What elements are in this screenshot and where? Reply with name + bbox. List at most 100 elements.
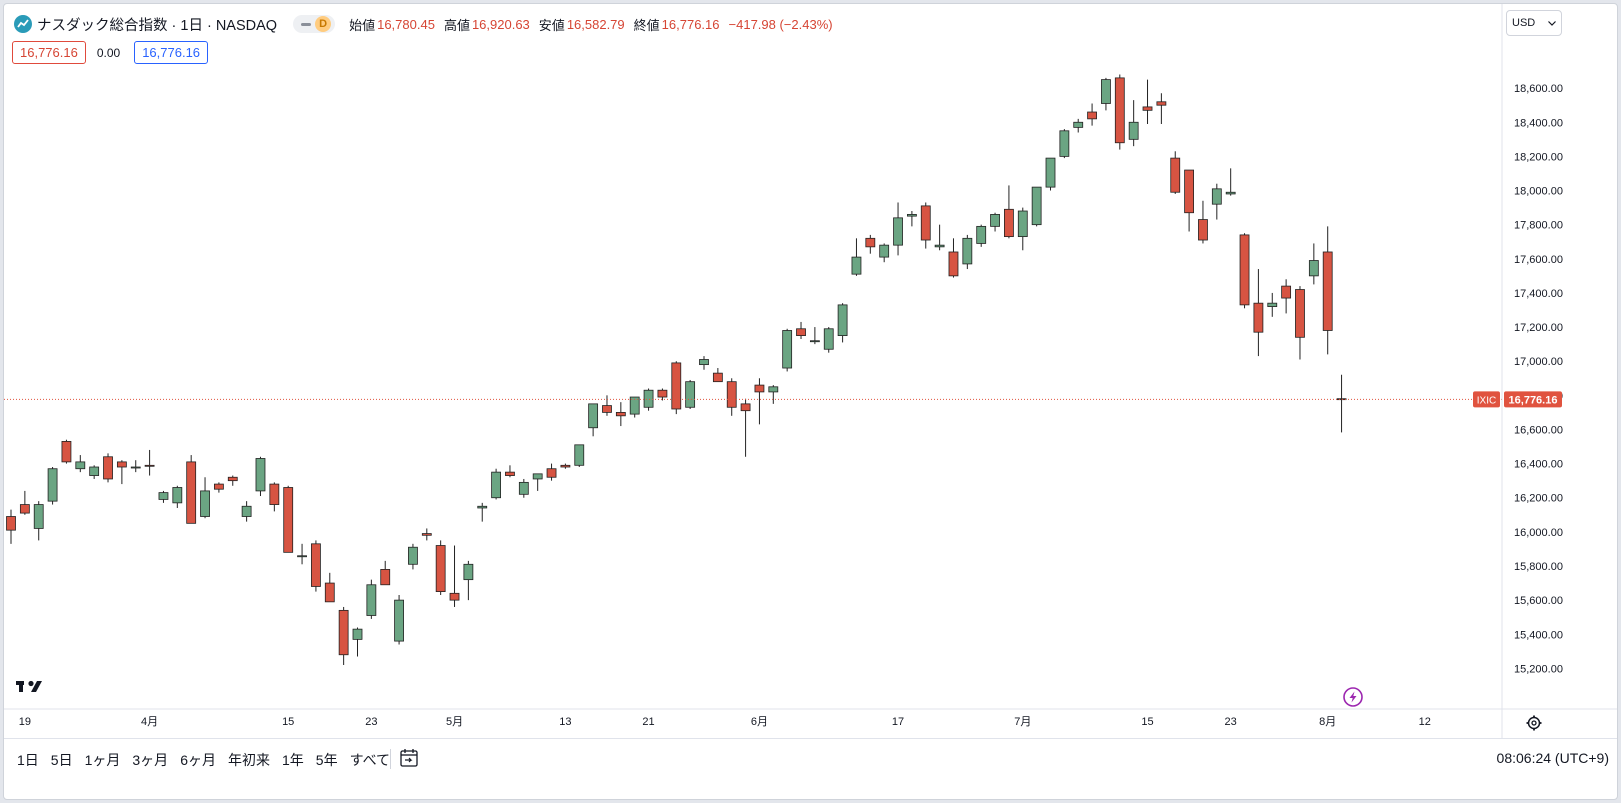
candle (269, 482, 280, 512)
clock-timezone[interactable]: 08:06:24 (UTC+9) (1496, 750, 1609, 766)
symbol-title[interactable]: ナスダック総合指数 · 1日 · NASDAQ (37, 17, 278, 34)
price-axis[interactable]: 15,200.00 15,400.00 15,600.00 15,800.00 16,0… (1514, 83, 1563, 675)
candle-body (657, 389, 668, 398)
candle-body (449, 592, 460, 601)
candle (380, 560, 391, 586)
candle-body (491, 471, 502, 499)
candle-body (1184, 169, 1194, 214)
visibility-toggle[interactable]: D (293, 15, 336, 33)
candle (75, 455, 86, 473)
candle-body (1308, 260, 1319, 277)
y-tick-label: 16,000.00 (1514, 527, 1563, 539)
candle-body (948, 251, 959, 277)
calendar-goto-icon[interactable] (398, 747, 420, 769)
x-tick-label: 19 (19, 716, 31, 728)
candle (893, 202, 903, 256)
candles-layer (6, 74, 1347, 665)
close-value: 16,776.16 (661, 16, 720, 32)
candle (1087, 103, 1097, 126)
range-1y-button[interactable]: 1年 (281, 752, 304, 768)
candle (768, 385, 779, 404)
candle-body (213, 483, 224, 490)
candle-body (907, 214, 917, 217)
buy-price-button[interactable]: 16,776.16 (134, 41, 209, 64)
candle-body (227, 476, 238, 482)
candle (851, 238, 862, 276)
candle-body (172, 487, 183, 504)
candle-body (116, 461, 127, 468)
candle (297, 543, 307, 565)
candle-body (602, 405, 612, 413)
price-tag-bg (1504, 391, 1562, 408)
candle-body (1239, 234, 1250, 306)
candle (1156, 93, 1167, 124)
lightning-icon[interactable] (1343, 687, 1363, 707)
candle-body (1336, 398, 1347, 401)
y-tick-label: 15,400.00 (1514, 629, 1563, 641)
candle-body (1295, 289, 1305, 338)
candle (241, 501, 252, 522)
candle (366, 579, 377, 619)
range-5y-button[interactable]: 5年 (315, 752, 338, 768)
candle-body (1156, 101, 1167, 106)
range-1d-button[interactable]: 1日 (17, 752, 39, 768)
candle (1101, 77, 1111, 111)
candle (1142, 79, 1153, 124)
range-ytd-button[interactable]: 年初来 (227, 752, 270, 768)
candle (740, 398, 751, 457)
candle (463, 560, 474, 601)
candle-body (699, 359, 709, 366)
toolbar-divider (390, 749, 391, 769)
candle-body (740, 403, 751, 412)
y-tick-label: 16,400.00 (1514, 459, 1563, 471)
currency-select[interactable]: USD (1506, 10, 1562, 36)
y-tick-label: 15,200.00 (1514, 663, 1563, 675)
candle (615, 402, 626, 427)
x-tick-label: 8月 (1319, 716, 1336, 728)
x-tick-label: 23 (365, 716, 377, 728)
candle (338, 606, 349, 665)
time-axis[interactable]: 19 4月 15 23 5月 13 21 6月 17 7月 15 23 8月 12 (19, 716, 1431, 728)
candle-body (560, 464, 571, 468)
candle-body (1017, 210, 1028, 238)
range-all-button[interactable]: すべて (349, 752, 391, 768)
candle-body (962, 237, 973, 265)
candle-body (1170, 157, 1181, 193)
candle-body (421, 533, 432, 536)
sell-price-button[interactable]: 16,776.16 (12, 41, 86, 64)
candle-body (1045, 157, 1056, 188)
candle (1322, 226, 1333, 355)
range-5d-button[interactable]: 5日 (50, 752, 73, 768)
candle (823, 327, 834, 353)
candle (1059, 129, 1070, 159)
spread-value: 0.00 (96, 45, 121, 60)
x-tick-label: 23 (1225, 716, 1237, 728)
candle (324, 572, 335, 603)
gear-icon[interactable] (1526, 715, 1542, 731)
price-chart[interactable]: 15,200.00 15,400.00 15,600.00 15,800.00 16,0… (4, 4, 1618, 739)
candle (352, 627, 363, 657)
candle-body (463, 563, 474, 581)
candle-body (879, 244, 890, 258)
range-1m-button[interactable]: 1ヶ月 (84, 752, 121, 768)
candle-body (643, 389, 654, 408)
candle (990, 212, 1000, 232)
candle-body (546, 468, 557, 478)
candle-body (477, 505, 488, 509)
candle (546, 463, 557, 481)
x-tick-label: 4月 (141, 716, 158, 728)
range-6m-button[interactable]: 6ヶ月 (180, 752, 216, 768)
candle-body (1142, 106, 1153, 111)
open-label: 始値 (349, 17, 376, 33)
range-3m-button[interactable]: 3ヶ月 (132, 752, 169, 768)
x-tick-label: 15 (282, 716, 294, 728)
tradingview-logo[interactable] (16, 680, 42, 692)
candle (1170, 151, 1181, 194)
candle (629, 396, 640, 418)
candle (1253, 269, 1264, 357)
y-tick-label: 18,400.00 (1514, 117, 1563, 129)
candle (213, 482, 224, 493)
y-tick-label: 17,600.00 (1514, 254, 1563, 266)
candle-body (158, 492, 169, 500)
candle (1295, 286, 1305, 360)
